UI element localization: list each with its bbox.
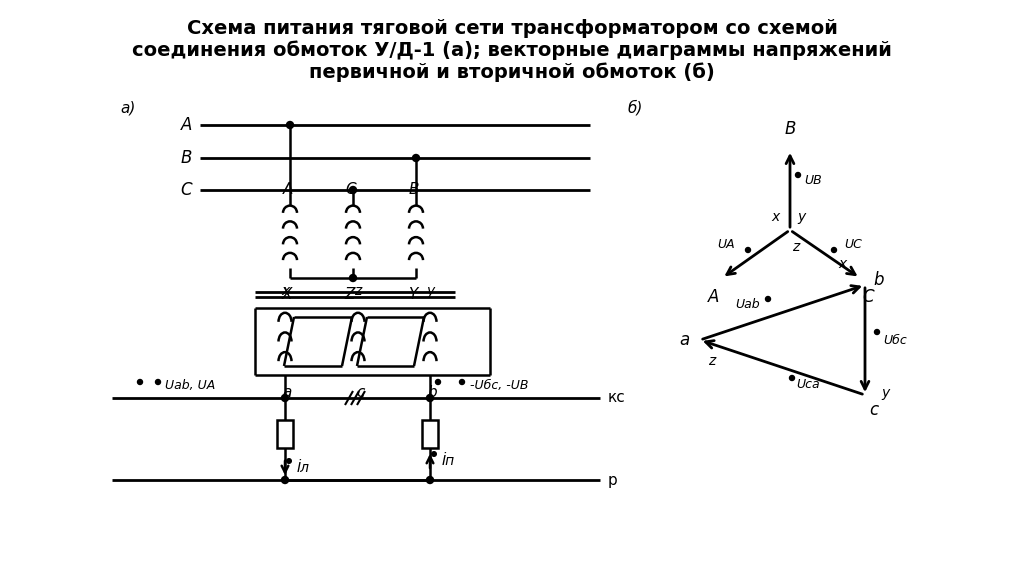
Text: B: B	[784, 120, 796, 138]
Text: A: A	[709, 288, 720, 306]
Text: UА: UА	[718, 238, 735, 250]
Text: Z: Z	[345, 287, 355, 302]
Text: B: B	[409, 182, 419, 197]
Circle shape	[287, 122, 294, 129]
Text: z: z	[708, 354, 715, 368]
Bar	[422, 420, 438, 448]
Text: Схема питания тяговой сети трансформатором со схемой: Схема питания тяговой сети трансформатор…	[186, 18, 838, 37]
Text: z: z	[792, 240, 800, 254]
Text: UС: UС	[844, 238, 862, 250]
Circle shape	[435, 379, 440, 385]
Circle shape	[766, 297, 770, 301]
Text: C: C	[180, 181, 193, 199]
Text: a: a	[283, 385, 292, 400]
Text: C: C	[862, 288, 873, 306]
Circle shape	[349, 274, 356, 281]
Bar	[278, 420, 293, 448]
Text: A: A	[283, 182, 293, 197]
Circle shape	[427, 394, 433, 401]
Circle shape	[427, 476, 433, 483]
Text: b: b	[873, 271, 884, 289]
Text: İп: İп	[442, 454, 456, 468]
Circle shape	[287, 459, 291, 463]
Text: c: c	[869, 401, 879, 419]
Text: C: C	[346, 182, 356, 197]
Text: x: x	[772, 210, 780, 224]
Text: р: р	[608, 472, 617, 487]
Circle shape	[745, 247, 751, 253]
Text: a: a	[680, 331, 690, 349]
Text: İл: İл	[297, 461, 310, 475]
Text: соединения обмоток У/Д-1 (а); векторные диаграммы напряжений: соединения обмоток У/Д-1 (а); векторные …	[132, 40, 892, 60]
Circle shape	[282, 476, 289, 483]
Text: b: b	[427, 385, 437, 400]
Text: Y: Y	[409, 287, 418, 302]
Circle shape	[831, 247, 837, 253]
Circle shape	[432, 452, 436, 456]
Text: Uсa: Uсa	[796, 378, 819, 390]
Text: Uаb: Uаb	[735, 298, 760, 312]
Circle shape	[282, 394, 289, 401]
Text: y: y	[426, 284, 434, 298]
Text: z: z	[354, 284, 361, 298]
Circle shape	[349, 187, 356, 193]
Text: первичной и вторичной обмоток (б): первичной и вторичной обмоток (б)	[309, 62, 715, 82]
Text: y: y	[797, 210, 805, 224]
Circle shape	[790, 375, 795, 381]
Text: а): а)	[120, 100, 135, 115]
Circle shape	[413, 154, 420, 161]
Text: б): б)	[628, 100, 643, 116]
Text: B: B	[180, 149, 193, 167]
Circle shape	[796, 173, 801, 177]
Circle shape	[460, 379, 465, 385]
Text: y: y	[881, 386, 889, 400]
Circle shape	[874, 329, 880, 335]
Text: A: A	[180, 116, 193, 134]
Text: x: x	[281, 284, 289, 298]
Text: x: x	[839, 257, 847, 271]
Text: X: X	[282, 287, 292, 302]
Text: c: c	[355, 385, 365, 400]
Text: Uбc: Uбc	[883, 333, 906, 347]
Circle shape	[156, 379, 161, 385]
Text: кс: кс	[608, 390, 626, 405]
Text: Uаb, UА: Uаb, UА	[165, 379, 215, 393]
Circle shape	[137, 379, 142, 385]
Text: -Uбc, -UВ: -Uбc, -UВ	[470, 379, 528, 393]
Text: UВ: UВ	[804, 173, 821, 187]
